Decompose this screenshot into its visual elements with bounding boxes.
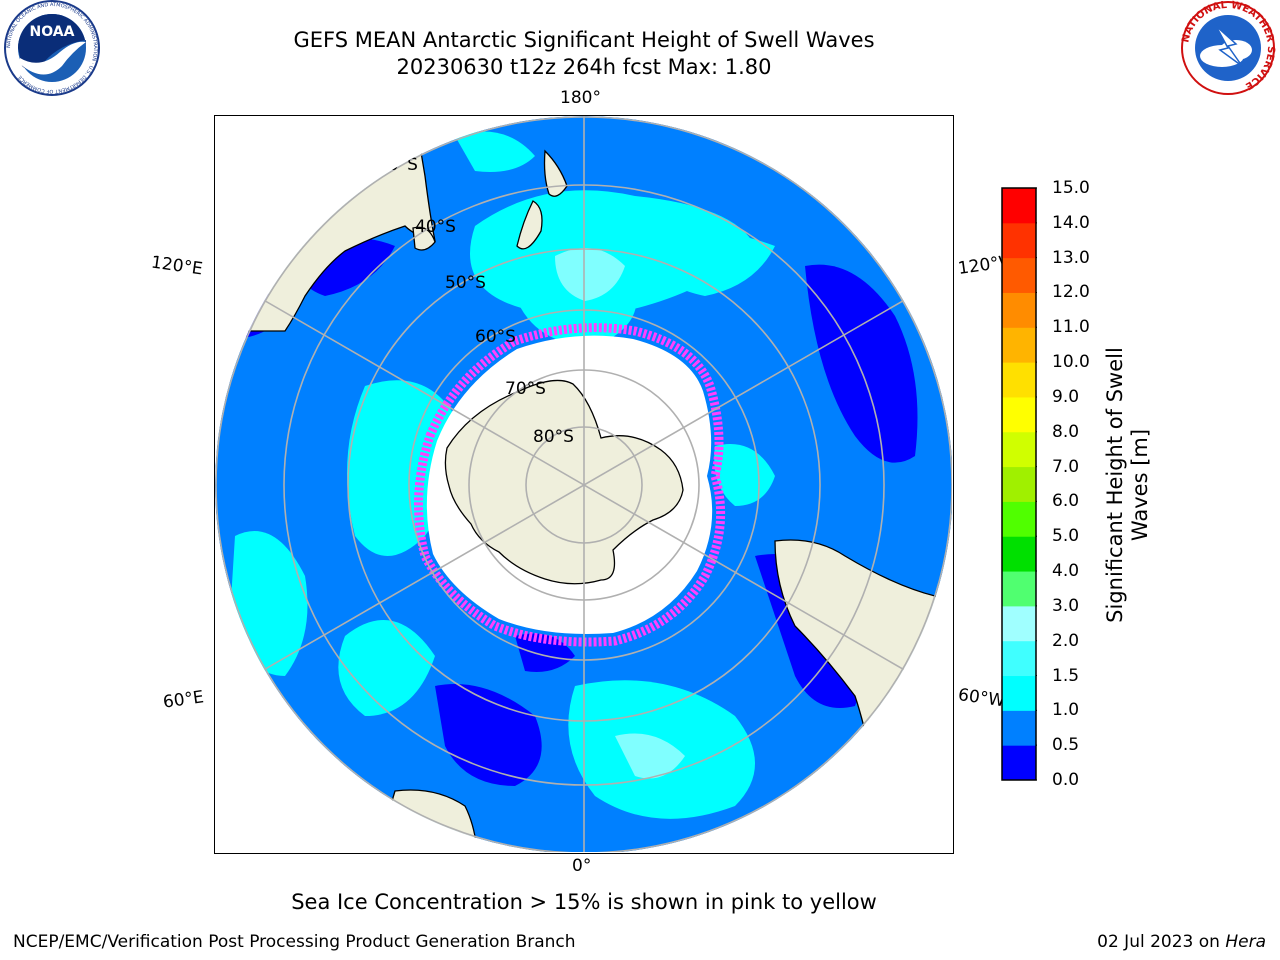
colorbar-tick-label: 0.5 xyxy=(1052,735,1080,756)
sea-ice-edge xyxy=(414,323,726,647)
colorbar-segment xyxy=(1002,222,1036,259)
graticule xyxy=(215,116,952,852)
colorbar-label: Significant Height of Swell Waves [m] xyxy=(1103,347,1152,623)
colorbar-tick-label: 11.0 xyxy=(1052,317,1090,338)
colorbar-tick-label: 6.0 xyxy=(1052,491,1080,512)
sea-ice-caption: Sea Ice Concentration > 15% is shown in … xyxy=(291,890,877,914)
chart-subtitle: 20230630 t12z 264h fcst Max: 1.80 xyxy=(396,55,772,79)
chart-title: GEFS MEAN Antarctic Significant Height o… xyxy=(293,28,875,52)
colorbar-tick-label: 2.0 xyxy=(1052,630,1080,651)
colorbar-segment xyxy=(1002,536,1036,572)
noaa-logo: NOAA NATIONAL OCEANIC AND ATMOSPHERIC AD… xyxy=(4,0,100,96)
colorbar-tick-label: 15.0 xyxy=(1052,178,1090,198)
lat-label-70s: 70°S xyxy=(505,379,546,399)
colorbar-segment xyxy=(1002,710,1036,746)
lon-label-0: 0° xyxy=(572,856,592,876)
svg-text:NOAA: NOAA xyxy=(30,24,75,40)
footer-branch: NCEP/EMC/Verification Post Processing Pr… xyxy=(13,932,576,952)
colorbar-tick-label: 4.0 xyxy=(1052,561,1080,582)
colorbar-tick-label: 5.0 xyxy=(1052,526,1080,547)
lat-label-50s: 50°S xyxy=(445,273,486,293)
lon-label-60e: 60°E xyxy=(161,687,206,713)
colorbar-segment xyxy=(1002,640,1036,677)
colorbar-segment xyxy=(1002,362,1036,398)
colorbar-segment xyxy=(1002,571,1036,607)
colorbar-segment xyxy=(1002,396,1036,433)
lat-label-40s: 40°S xyxy=(415,217,456,237)
nws-logo: NATIONAL WEATHER SERVICE xyxy=(1180,0,1276,95)
colorbar-segment xyxy=(1002,188,1036,224)
colorbar-segment xyxy=(1002,466,1036,502)
colorbar-tick-label: 8.0 xyxy=(1052,421,1080,442)
lat-label-30s: 30°S xyxy=(377,155,418,175)
polar-map: 30°S 40°S 50°S 60°S 70°S 80°S xyxy=(215,116,952,852)
lon-label-120w: 120°W xyxy=(956,253,1004,279)
colorbar-tick-label: 14.0 xyxy=(1052,212,1090,233)
footer-host: Hera xyxy=(1225,932,1266,952)
lon-label-60w: 60°W xyxy=(956,685,1004,711)
footer-date: 02 Jul 2023 on Hera xyxy=(1097,932,1266,952)
colorbar-tick-label: 1.5 xyxy=(1052,665,1080,686)
colorbar-tick-label: 13.0 xyxy=(1052,247,1090,268)
colorbar-segment xyxy=(1002,675,1036,711)
colorbar-tick-label: 3.0 xyxy=(1052,595,1080,616)
colorbar-segment xyxy=(1002,745,1036,781)
colorbar-segment xyxy=(1002,292,1036,328)
colorbar-tick-label: 0.0 xyxy=(1052,770,1080,790)
colorbar-tick-label: 9.0 xyxy=(1052,386,1080,407)
colorbar-segment xyxy=(1002,501,1036,537)
swell-1.5-2m xyxy=(555,248,685,779)
lat-label-80s: 80°S xyxy=(533,427,574,447)
colorbar-tick-label: 10.0 xyxy=(1052,352,1090,373)
map-frame: 30°S 40°S 50°S 60°S 70°S 80°S xyxy=(214,115,954,854)
colorbar-tick-label: 1.0 xyxy=(1052,700,1080,721)
colorbar-segment xyxy=(1002,605,1036,642)
antarctica-continent xyxy=(444,379,684,585)
lon-label-180: 180° xyxy=(560,88,601,108)
lon-label-120e: 120°E xyxy=(149,252,204,280)
colorbar-tick-label: 7.0 xyxy=(1052,456,1080,477)
colorbar-segment xyxy=(1002,257,1036,293)
lat-label-60s: 60°S xyxy=(475,327,516,347)
colorbar-segment xyxy=(1002,431,1036,468)
colorbar-tick-label: 12.0 xyxy=(1052,282,1090,303)
colorbar xyxy=(1001,187,1037,781)
colorbar-segment xyxy=(1002,327,1036,363)
